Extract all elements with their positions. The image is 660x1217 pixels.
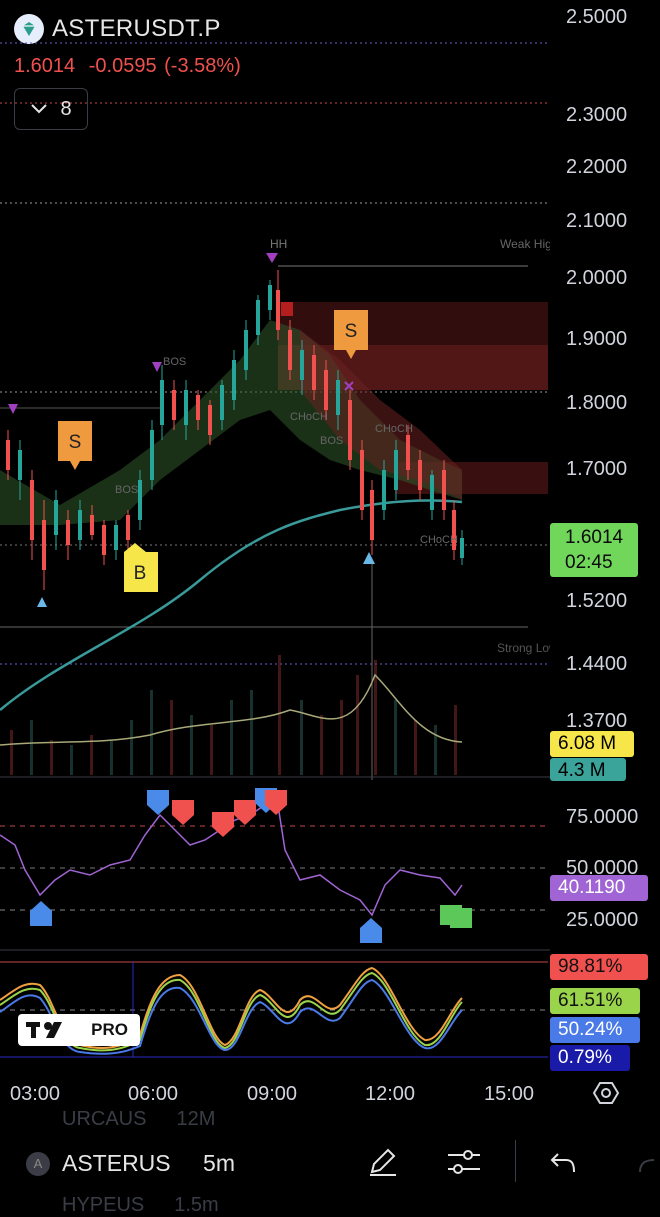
undo-icon[interactable]: [548, 1150, 578, 1176]
sell-signal-2[interactable]: S: [334, 310, 368, 359]
price-tick-2200: 2.2000: [566, 156, 628, 178]
price-tick-2100: 2.1000: [566, 210, 628, 232]
time-tick-0600: 06:00: [128, 1083, 179, 1105]
chevron-down-icon: [31, 104, 48, 114]
current-symbol-row[interactable]: ASTERUS 5m: [62, 1150, 235, 1177]
price-tick-1370: 1.3700: [566, 710, 628, 732]
stoch-badge-3: 50.24%: [550, 1017, 640, 1043]
svg-text:S: S: [69, 432, 82, 453]
symbol-header[interactable]: ASTERUSDT.P: [14, 14, 221, 44]
rsi-value-badge: 40.1190: [550, 875, 648, 901]
time-tick-1200: 12:00: [365, 1083, 416, 1105]
quote-row: 1.6014 -0.0595 (-3.58%): [14, 55, 249, 78]
stoch-badge-1: 98.81%: [550, 954, 648, 980]
symbol-avatar-icon: A: [26, 1152, 50, 1176]
stoch-badge-4: 0.79%: [550, 1045, 630, 1071]
strong-low-label: Strong Low: [497, 641, 550, 655]
buy-signal[interactable]: B: [124, 543, 158, 592]
pencil-icon[interactable]: [366, 1144, 400, 1178]
redo-icon[interactable]: [636, 1154, 658, 1176]
price-tick-1440: 1.4400: [566, 653, 628, 675]
svg-text:S: S: [345, 321, 358, 342]
symbol-title: ASTERUSDT.P: [52, 15, 221, 42]
current-symbol: ASTERUS: [62, 1150, 171, 1176]
bar-countdown: 02:45: [565, 552, 613, 573]
price-tick-1800: 1.8000: [566, 392, 628, 414]
watchlist-row-next: HYPEUS 1.5m: [62, 1194, 219, 1216]
bottom-toolbar: URCAUS 12M A ASTERUS 5m HYPEUS 1.5m: [0, 1108, 660, 1216]
last-price: 1.6014: [14, 55, 76, 77]
tradingview-pro-logo: PRO: [18, 1014, 140, 1046]
sell-signal-1[interactable]: S: [58, 421, 92, 470]
price-tick-2500: 2.5000: [566, 6, 628, 28]
price-tick-1700: 1.7000: [566, 458, 628, 480]
bos-label-2: BOS: [115, 484, 138, 496]
candlesticks: [6, 270, 464, 590]
price-tick-1520: 1.5200: [566, 590, 628, 612]
weak-high-label: Weak High: [500, 237, 550, 251]
choch-label-3: CHoCH: [420, 534, 458, 546]
sliders-icon[interactable]: [446, 1146, 482, 1178]
volume-badge: 4.3 M: [550, 758, 626, 781]
current-interval[interactable]: 5m: [203, 1150, 235, 1176]
time-tick-1500: 15:00: [484, 1083, 535, 1105]
rsi-tick-50: 50.0000: [566, 857, 639, 879]
price-tick-2000: 2.0000: [566, 267, 628, 289]
rsi-tick-75: 75.0000: [566, 806, 639, 828]
watchlist-row-prev: URCAUS 12M: [62, 1108, 216, 1130]
bos-label-1: BOS: [163, 356, 186, 368]
indicators-toggle-button[interactable]: 8: [14, 88, 88, 130]
price-chart-canvas[interactable]: HH Weak High Strong Low BOS BOS BOS CHoC…: [0, 0, 550, 1075]
time-tick-0900: 09:00: [247, 1083, 298, 1105]
current-price-badge: 1.6014 02:45: [550, 523, 638, 577]
price-change: -0.0595: [88, 55, 157, 77]
rsi-tick-25: 25.0000: [566, 909, 639, 931]
chart-settings-icon[interactable]: [592, 1079, 620, 1107]
choch-label-2: CHoCH: [375, 423, 413, 435]
hh-label: HH: [270, 237, 287, 251]
stoch-badge-2: 61.51%: [550, 988, 640, 1014]
pro-text: PRO: [91, 1020, 128, 1039]
current-price-value: 1.6014: [565, 527, 624, 548]
indicator-count: 8: [60, 97, 72, 120]
volume-ma-badge: 6.08 M: [550, 731, 634, 757]
price-tick-2300: 2.3000: [566, 104, 628, 126]
choch-label-1: CHoCH: [290, 411, 328, 423]
toolbar-divider: [515, 1140, 516, 1182]
volume-bars: [10, 655, 457, 775]
price-change-pct: (-3.58%): [164, 55, 241, 77]
svg-text:B: B: [134, 563, 147, 584]
price-tick-1900: 1.9000: [566, 328, 628, 350]
time-tick-0300: 03:00: [10, 1083, 61, 1105]
bos-label-3: BOS: [320, 435, 343, 447]
aster-logo-icon: [14, 14, 44, 44]
time-axis[interactable]: 03:00 06:00 09:00 12:00 15:00: [0, 1075, 660, 1115]
rsi-markers: [30, 788, 472, 943]
